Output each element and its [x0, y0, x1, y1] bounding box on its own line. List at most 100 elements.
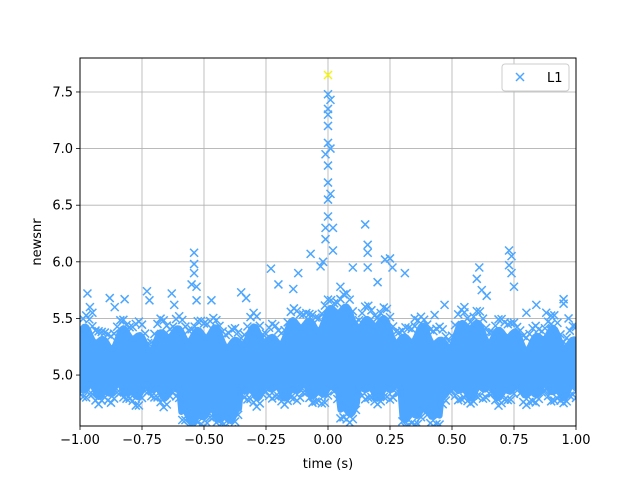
edge-point [242, 394, 252, 404]
edge-point [466, 317, 476, 327]
data-point [105, 293, 115, 303]
x-axis-label: time (s) [303, 457, 353, 472]
data-point [325, 95, 336, 105]
edge-point [394, 388, 404, 398]
data-point [373, 277, 383, 287]
peak-point [323, 70, 333, 80]
data-point [323, 104, 333, 114]
x-tick-label: 0.50 [438, 433, 467, 448]
data-point [363, 240, 373, 250]
edge-point [490, 395, 500, 405]
data-point [430, 310, 440, 320]
data-point [323, 178, 333, 188]
edge-point [152, 392, 163, 402]
data-point [400, 268, 410, 278]
edge-point [112, 387, 122, 397]
data-point [110, 302, 120, 312]
data-point [266, 264, 276, 274]
edge-point [87, 389, 97, 399]
edge-point [311, 312, 321, 323]
edge-point [422, 410, 432, 420]
edge-point [208, 412, 218, 422]
data-point [206, 295, 216, 305]
data-point [363, 262, 373, 273]
edge-point [320, 398, 330, 408]
data-point [241, 293, 251, 303]
data-point [316, 261, 326, 271]
edge-point [125, 322, 135, 332]
data-point [348, 262, 358, 273]
y-tick-label: 6.5 [52, 199, 73, 214]
data-point [306, 249, 316, 259]
x-tick-label: −0.50 [184, 433, 224, 448]
edge-point [329, 298, 339, 308]
data-point [288, 284, 298, 294]
edge-point [193, 316, 203, 326]
edge-point [453, 309, 463, 319]
edge-point [314, 313, 324, 323]
edge-point [227, 324, 237, 334]
edge-point [475, 306, 485, 317]
edge-point [354, 315, 364, 325]
edge-point [140, 386, 150, 396]
edge-point [382, 304, 392, 314]
data-point [189, 248, 199, 258]
x-tick-label: −0.25 [246, 433, 286, 448]
data-point [360, 219, 370, 229]
data-point [320, 223, 331, 233]
edge-point [543, 391, 553, 401]
edge-point [546, 396, 556, 406]
edge-point [230, 417, 240, 426]
data-point [323, 121, 333, 131]
edge-point [149, 329, 159, 339]
edge-point [239, 330, 249, 340]
data-point [440, 300, 450, 310]
edge-point [280, 325, 290, 335]
edge-point [546, 311, 556, 321]
edge-point [509, 318, 519, 328]
edge-point [180, 415, 190, 425]
edge-point [323, 295, 333, 305]
edge-point [413, 419, 423, 426]
data-point [192, 282, 202, 292]
data-point [506, 268, 517, 278]
edge-point [140, 329, 150, 339]
edge-point [354, 386, 364, 396]
data-point [320, 234, 331, 244]
data-point [169, 300, 179, 310]
edge-point [441, 396, 451, 406]
data-point [564, 313, 574, 323]
edge-point [218, 420, 228, 426]
edge-point [472, 306, 482, 316]
edge-point [472, 391, 482, 401]
edge-point [345, 295, 355, 305]
y-tick-label: 5.0 [52, 369, 73, 384]
edge-point [444, 336, 454, 346]
edge-point [379, 392, 389, 402]
data-point [328, 223, 338, 233]
data-point [541, 308, 551, 318]
data-point [387, 262, 398, 273]
data-point [318, 257, 328, 267]
edge-point [174, 393, 184, 403]
data-point [325, 189, 336, 199]
edge-point [261, 329, 271, 339]
edge-point [549, 310, 559, 320]
edge-point [385, 312, 395, 322]
data-point [87, 308, 97, 318]
edge-point [270, 391, 280, 401]
edge-point [283, 317, 293, 327]
data-point [335, 282, 345, 292]
edge-point [450, 320, 460, 330]
y-axis-label: newsnr [30, 218, 45, 266]
edge-point [177, 315, 187, 325]
edge-point [332, 394, 342, 404]
data-point [120, 294, 130, 304]
data-point [474, 262, 484, 273]
x-tick-label: 0.00 [314, 433, 343, 448]
edge-point [410, 419, 420, 426]
edge-point [84, 314, 94, 324]
edge-point [493, 314, 504, 324]
data-point [323, 161, 333, 171]
